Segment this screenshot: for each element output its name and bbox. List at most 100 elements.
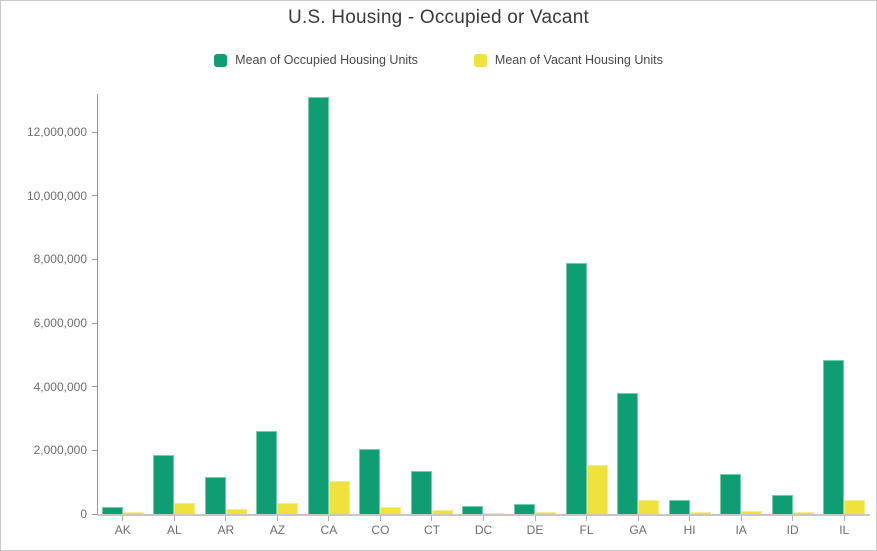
bar-DE-occupied[interactable] <box>514 503 536 514</box>
y-axis-label: 4,000,000 <box>33 379 87 394</box>
legend-label: Mean of Vacant Housing Units <box>494 53 663 67</box>
bar-group-DC <box>458 94 510 521</box>
x-axis-label-AL: AL <box>166 523 182 537</box>
bar-IL-occupied[interactable] <box>823 359 845 514</box>
bar-IA-occupied[interactable] <box>720 474 742 514</box>
y-axis-tick <box>92 386 97 388</box>
bar-group-AZ <box>252 94 304 521</box>
bar-AK-vacant[interactable] <box>122 512 144 514</box>
bar-group-HI <box>664 94 716 521</box>
x-axis-label-DE: DE <box>526 523 544 537</box>
bar-CO-vacant[interactable] <box>380 507 402 514</box>
bar-CT-occupied[interactable] <box>410 471 432 514</box>
bar-DC-vacant[interactable] <box>483 513 505 514</box>
bar-CO-occupied[interactable] <box>359 448 381 514</box>
bar-HI-vacant[interactable] <box>689 512 711 514</box>
bar-DC-occupied[interactable] <box>462 506 484 514</box>
bar-FL-occupied[interactable] <box>565 262 587 514</box>
bar-group-CO <box>355 94 407 521</box>
x-axis-tick <box>122 516 124 521</box>
chart-legend: Mean of Occupied Housing Units Mean of Va… <box>1 53 876 67</box>
bar-FL-vacant[interactable] <box>586 464 608 514</box>
x-axis-label-AK: AK <box>114 523 131 537</box>
bar-group-AR <box>200 94 252 521</box>
y-axis-label: 8,000,000 <box>33 252 87 267</box>
y-axis-tick <box>92 322 97 324</box>
x-axis-tick <box>689 516 691 521</box>
x-axis-tick <box>431 516 433 521</box>
bar-AL-vacant[interactable] <box>174 502 196 514</box>
x-axis-tick <box>843 516 845 521</box>
x-axis-label-CT: CT <box>423 523 440 537</box>
x-axis-label-FL: FL <box>579 523 594 537</box>
x-axis-label-CA: CA <box>320 523 338 537</box>
bar-AZ-vacant[interactable] <box>277 502 299 514</box>
y-axis-label: 0 <box>80 507 87 521</box>
plot-area <box>97 94 870 521</box>
bar-GA-vacant[interactable] <box>638 499 660 514</box>
bar-group-AK <box>97 94 149 521</box>
bar-GA-occupied[interactable] <box>617 393 639 514</box>
bar-CA-occupied[interactable] <box>307 97 329 514</box>
bar-AL-occupied[interactable] <box>153 455 175 514</box>
legend-swatch-vacant <box>473 53 487 67</box>
bar-group-GA <box>612 94 664 521</box>
y-axis-tick <box>92 513 97 515</box>
chart-title: U.S. Housing - Occupied or Vacant <box>288 7 589 28</box>
legend-item-vacant[interactable]: Mean of Vacant Housing Units <box>473 53 663 67</box>
x-axis-tick <box>173 516 175 521</box>
x-axis-tick <box>328 516 330 521</box>
y-axis-tick <box>92 195 97 197</box>
x-axis-label-IA: IA <box>735 523 747 537</box>
bar-group-CA <box>303 94 355 521</box>
bar-group-FL <box>561 94 613 521</box>
y-axis-tick <box>92 258 97 260</box>
x-axis-line <box>97 514 870 516</box>
x-axis-label-IL: IL <box>839 523 850 537</box>
bar-AZ-occupied[interactable] <box>256 431 278 514</box>
x-axis-tick <box>482 516 484 521</box>
legend-swatch-occupied <box>214 53 228 67</box>
legend-item-occupied[interactable]: Mean of Occupied Housing Units <box>214 53 418 67</box>
bar-AK-occupied[interactable] <box>101 507 123 514</box>
x-axis-label-AZ: AZ <box>269 523 286 537</box>
y-axis-line <box>97 94 98 514</box>
bar-group-IA <box>715 94 767 521</box>
x-axis-label-ID: ID <box>786 523 799 537</box>
x-axis-tick <box>534 516 536 521</box>
x-axis-labels: AK AL AR AZ CA CO CT DC DE FL GA HI IA ID IL <box>97 523 870 537</box>
x-axis-label-AR: AR <box>217 523 235 537</box>
bar-ID-occupied[interactable] <box>771 494 793 514</box>
x-axis-label-HI: HI <box>683 523 696 537</box>
bar-group-AL <box>149 94 201 521</box>
bar-group-CT <box>406 94 458 521</box>
y-axis-tick <box>92 131 97 133</box>
bar-AR-vacant[interactable] <box>225 508 247 514</box>
y-axis-tick <box>92 449 97 451</box>
bar-group-ID <box>767 94 819 521</box>
x-axis-tick <box>637 516 639 521</box>
bar-group-DE <box>509 94 561 521</box>
bar-CT-vacant[interactable] <box>431 510 453 514</box>
x-axis-tick <box>379 516 381 521</box>
bar-IL-vacant[interactable] <box>844 499 866 514</box>
x-axis-tick <box>792 516 794 521</box>
y-axis-label: 12,000,000 <box>26 125 87 140</box>
x-axis-tick <box>225 516 227 521</box>
x-axis-label-CO: CO <box>371 523 390 537</box>
x-axis-tick <box>276 516 278 521</box>
y-axis-label: 10,000,000 <box>26 188 87 203</box>
x-axis-label-DC: DC <box>474 523 493 537</box>
bar-AR-occupied[interactable] <box>204 477 226 514</box>
legend-label: Mean of Occupied Housing Units <box>235 53 418 67</box>
y-axis-label: 6,000,000 <box>33 316 87 331</box>
bar-group-IL <box>818 94 870 521</box>
bar-DE-vacant[interactable] <box>535 512 557 514</box>
bar-IA-vacant[interactable] <box>741 510 763 514</box>
bar-ID-vacant[interactable] <box>792 511 814 514</box>
y-axis-label: 2,000,000 <box>33 443 87 458</box>
bar-CA-vacant[interactable] <box>328 480 350 514</box>
bar-HI-occupied[interactable] <box>668 499 690 514</box>
x-axis-tick <box>740 516 742 521</box>
